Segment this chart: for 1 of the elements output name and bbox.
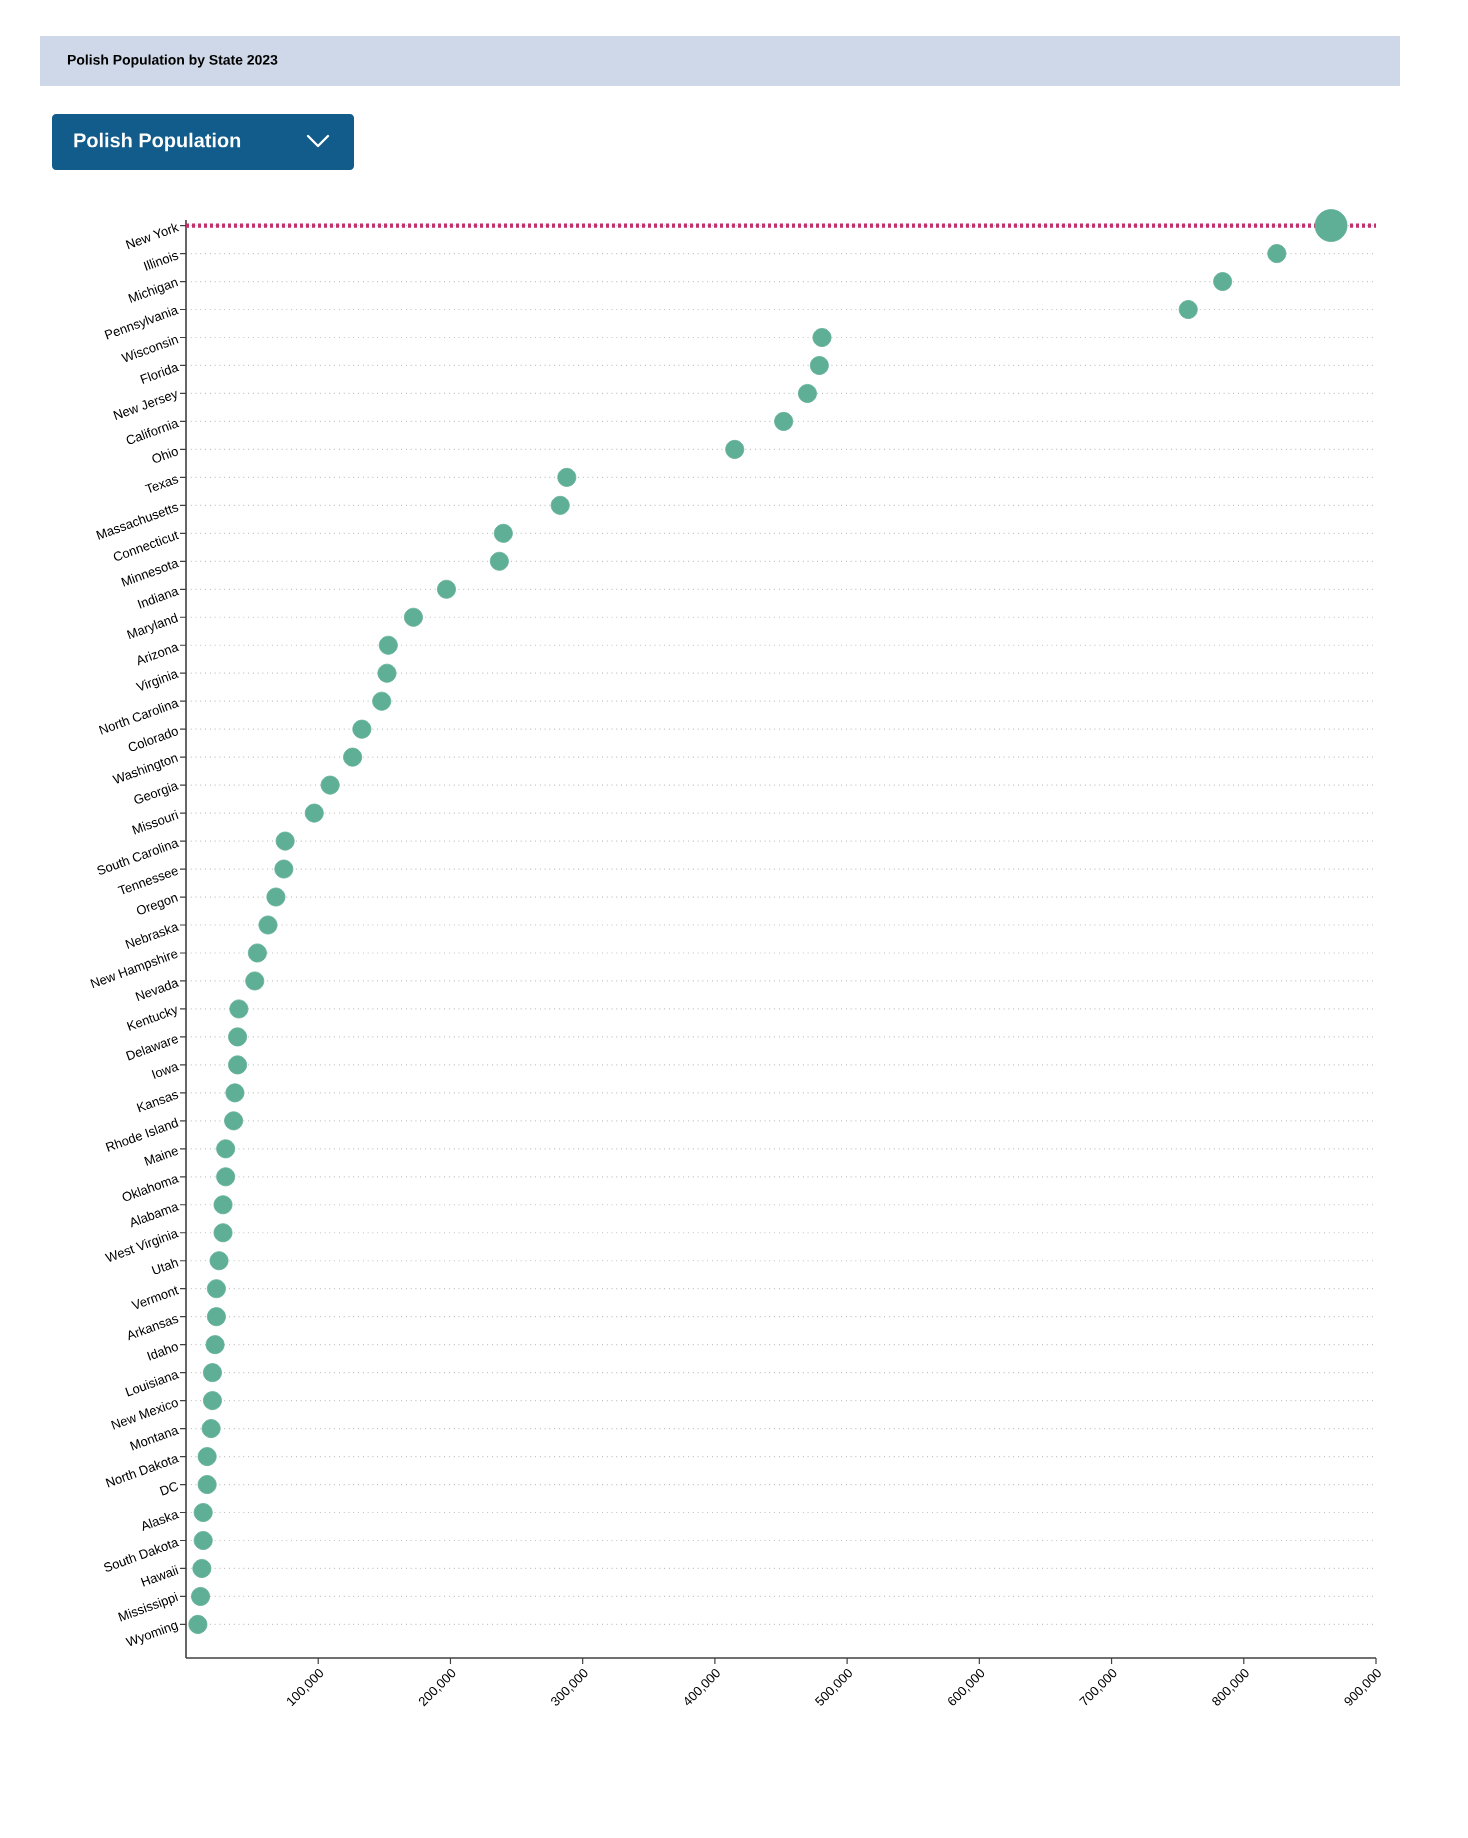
chart-subtitle: Polish Population xyxy=(74,132,241,152)
